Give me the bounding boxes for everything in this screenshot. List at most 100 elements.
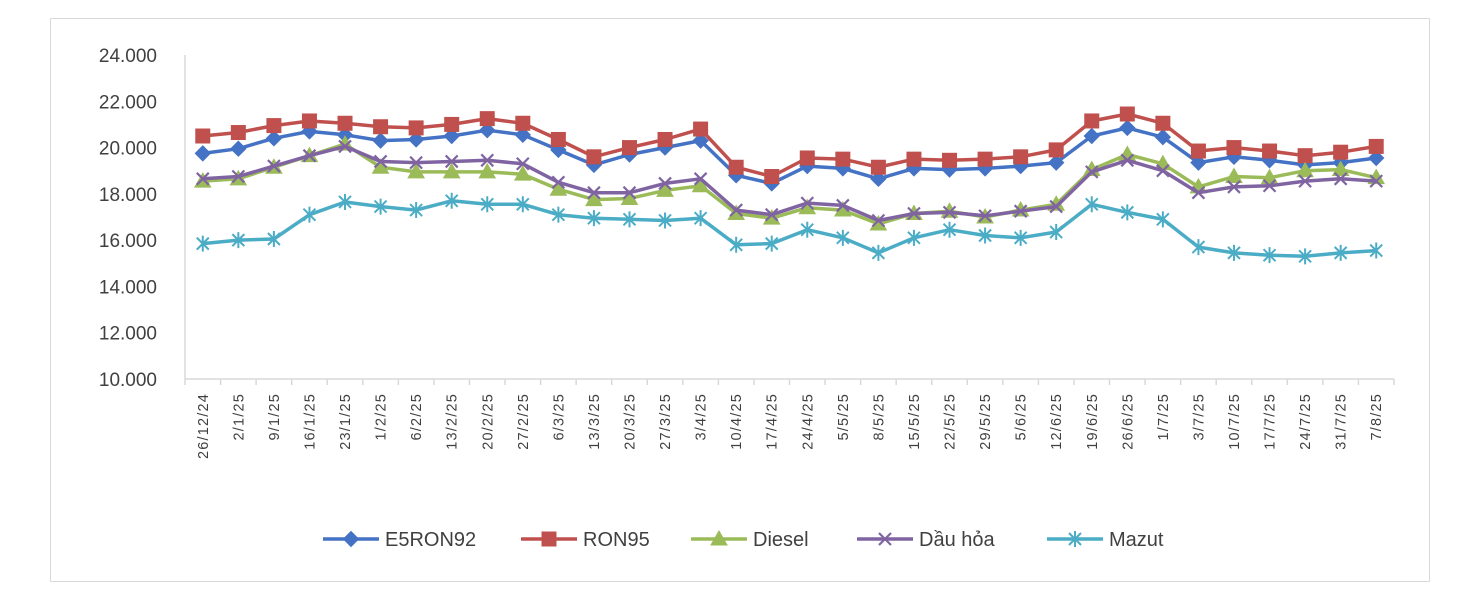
x-tick-label: 16/1/25 [302, 393, 318, 450]
x-tick-label: 26/12/24 [196, 393, 212, 459]
data-point [444, 116, 460, 132]
data-point [1119, 119, 1136, 137]
data-point [231, 232, 246, 249]
x-tick-label: 6/3/25 [551, 393, 567, 441]
data-point [1298, 174, 1312, 188]
x-tick-label: 24/4/25 [800, 393, 816, 450]
data-point [977, 151, 993, 167]
legend: E5RON92 RON95 Diesel Dầu hỏa Mazut [323, 529, 1164, 551]
data-point [443, 127, 460, 145]
data-point [1048, 142, 1064, 158]
x-tick-label: 1/2/25 [374, 393, 390, 441]
data-point [835, 151, 851, 167]
data-point [301, 113, 317, 129]
x-tick-label: 17/7/25 [1263, 393, 1279, 450]
legend-label: Diesel [753, 529, 809, 551]
data-point [693, 172, 708, 186]
data-point [870, 159, 886, 175]
y-tick-label: 10.000 [99, 370, 157, 391]
x-tick-label: 2/1/25 [231, 393, 247, 441]
data-point [373, 198, 388, 215]
legend-label: Mazut [1109, 529, 1164, 551]
data-point [1190, 143, 1206, 159]
data-point [1084, 165, 1099, 179]
legend-label: RON95 [583, 529, 650, 551]
data-point [478, 162, 497, 179]
y-tick-label: 18.000 [99, 185, 157, 206]
legend-item: Mazut [1047, 529, 1164, 551]
data-point [409, 155, 423, 170]
data-point [587, 185, 601, 200]
data-point [1084, 113, 1100, 129]
data-point [1156, 211, 1170, 228]
data-point [942, 221, 957, 238]
data-point [729, 203, 743, 217]
y-tick-label: 24.000 [99, 46, 157, 67]
data-point [764, 169, 780, 184]
data-point [194, 145, 211, 162]
data-point [693, 121, 709, 137]
data-point [836, 198, 850, 213]
x-tick-label: 19/6/25 [1085, 393, 1101, 450]
data-point [587, 210, 601, 227]
legend-label: E5RON92 [385, 529, 476, 551]
data-point [942, 205, 957, 220]
x-tick-label: 9/1/25 [267, 393, 283, 441]
x-tick-label: 7/8/25 [1369, 393, 1385, 441]
data-point [337, 115, 353, 131]
y-tick-label: 12.000 [99, 324, 157, 345]
data-point [871, 213, 886, 228]
data-point [1262, 143, 1278, 159]
x-tick-label: 27/2/25 [516, 393, 532, 450]
data-point [195, 128, 211, 144]
data-point [656, 181, 674, 197]
data-point [265, 130, 283, 147]
data-point [372, 132, 389, 149]
chart-frame: 24.000 22.000 20.000 18.000 16.000 14.000 12.0… [50, 18, 1430, 582]
data-point [196, 172, 210, 186]
legend-marker [878, 532, 892, 546]
x-tick-label: 31/7/25 [1334, 393, 1350, 450]
data-point [230, 140, 247, 157]
x-tick-label: 17/4/25 [765, 393, 781, 450]
x-tick-label: 12/6/25 [1049, 393, 1065, 450]
data-point [765, 235, 779, 252]
legend-marker [710, 529, 728, 546]
data-point [231, 169, 246, 184]
data-point [1369, 174, 1383, 188]
data-point [514, 126, 532, 144]
data-point [373, 119, 389, 135]
data-point [551, 175, 566, 190]
data-point [480, 196, 494, 213]
data-point [1049, 224, 1063, 241]
data-point [513, 165, 532, 181]
x-axis-ticks: 26/12/24 2/1/25 9/1/25 16/1/25 23/1/25 1/2/25… [184, 379, 1395, 459]
data-point [338, 193, 352, 210]
data-point [622, 185, 637, 200]
data-point [1119, 106, 1135, 122]
data-point [907, 229, 921, 246]
data-point [266, 118, 282, 134]
x-tick-label: 22/5/25 [943, 393, 959, 450]
data-point [621, 140, 637, 156]
y-tick-label: 20.000 [99, 139, 157, 160]
data-point [1120, 153, 1135, 168]
data-point [1298, 248, 1312, 265]
data-point [622, 211, 637, 228]
data-point [196, 235, 210, 252]
data-point [1333, 244, 1348, 261]
x-tick-label: 26/6/25 [1120, 393, 1136, 450]
y-tick-label: 22.000 [99, 92, 157, 113]
data-point [442, 162, 461, 179]
data-point [480, 153, 495, 168]
x-tick-label: 10/7/25 [1227, 393, 1243, 450]
data-point [906, 151, 922, 167]
x-tick-label: 5/5/25 [836, 393, 852, 441]
data-point [1120, 204, 1135, 221]
series-line [202, 144, 1377, 223]
x-tick-label: 5/6/25 [1014, 393, 1030, 441]
legend-marker [342, 530, 360, 548]
data-point [408, 120, 424, 136]
y-axis-ticks: 24.000 22.000 20.000 18.000 16.000 14.000 12.0… [99, 46, 157, 391]
data-point [1083, 127, 1100, 145]
